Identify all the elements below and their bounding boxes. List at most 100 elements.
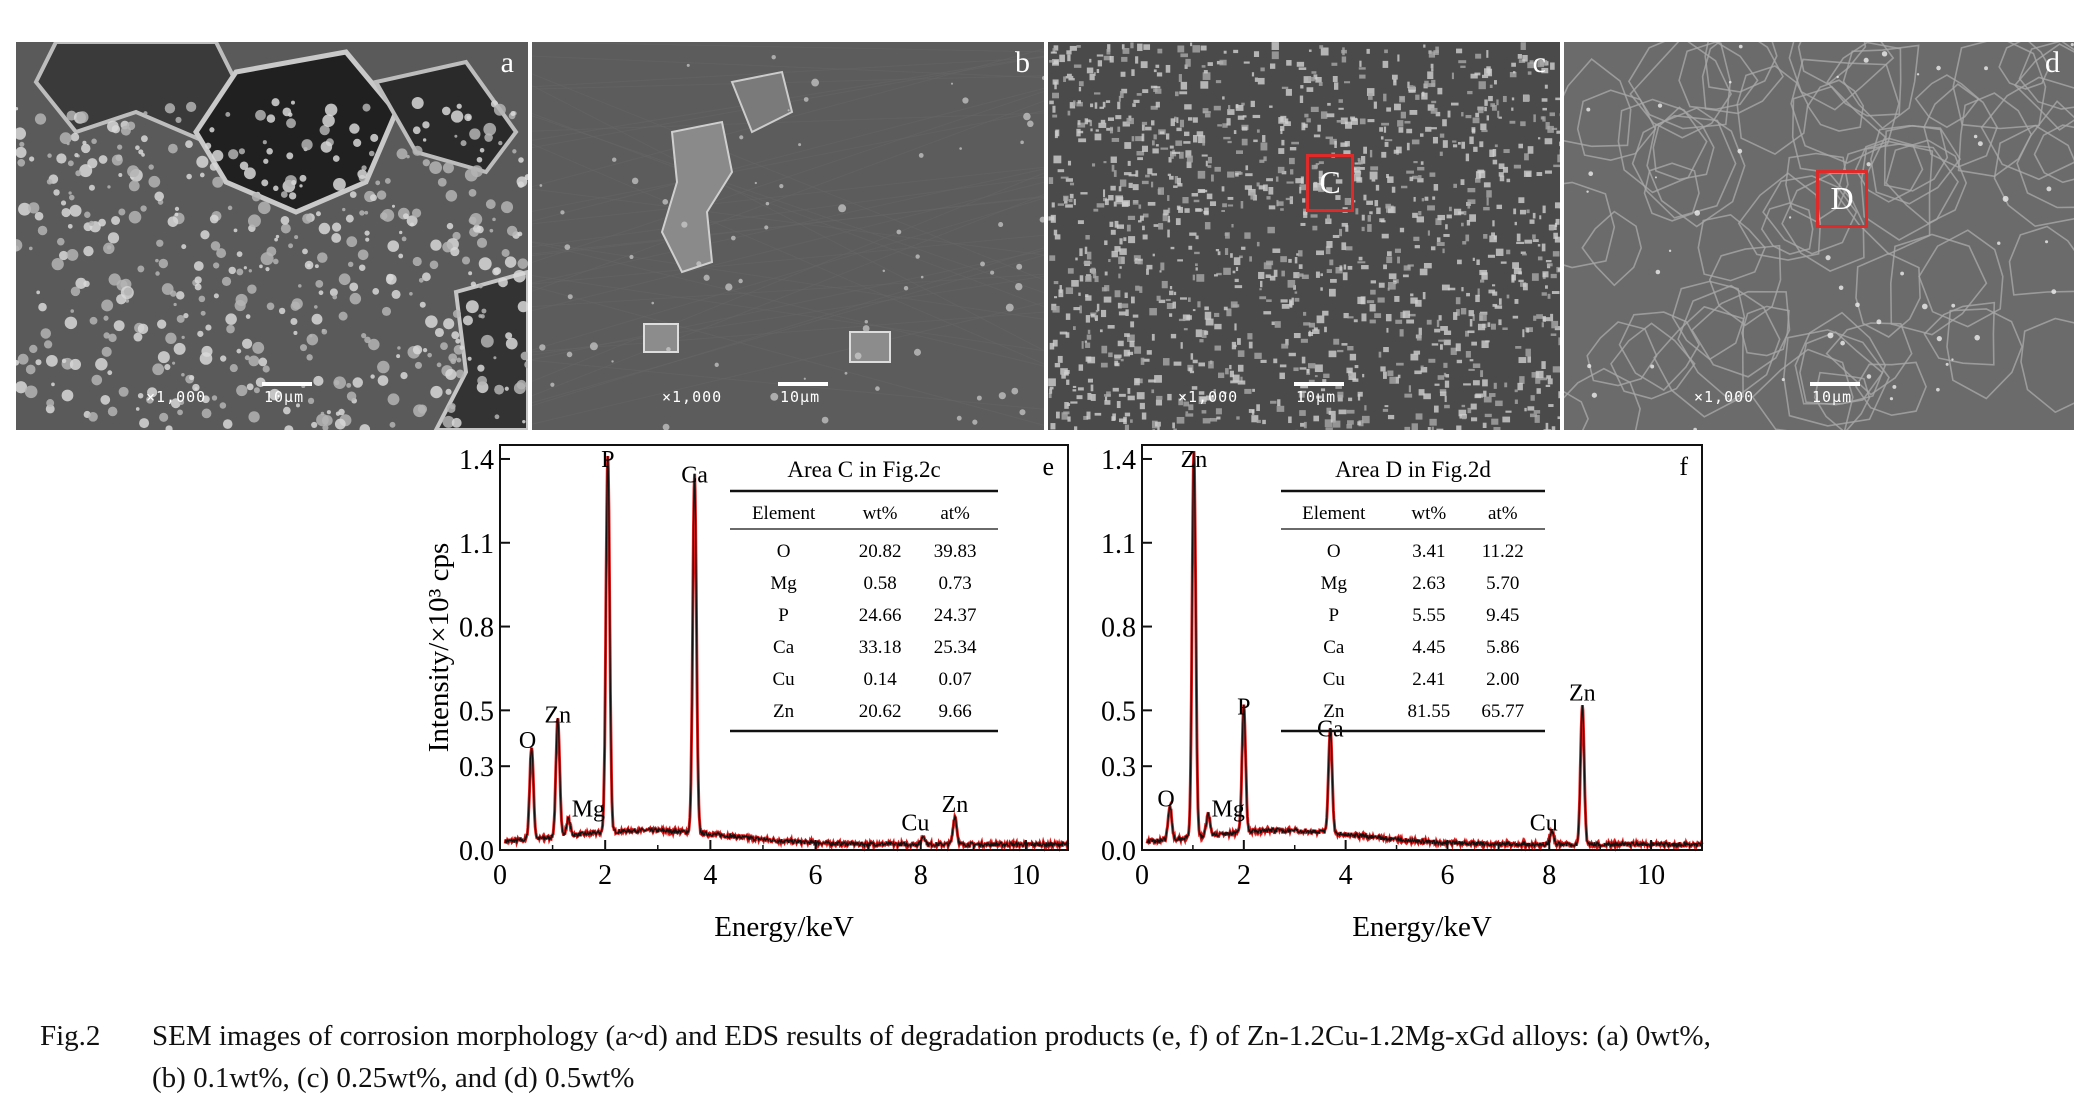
x-tick-label: 4 [703,860,717,891]
y-tick-label: 0.8 [459,613,494,644]
table-cell: Cu [1323,669,1346,690]
area-d-marker: D [1816,170,1868,228]
table-cell: 65.77 [1481,701,1524,722]
peak-label: Mg [572,796,605,822]
table-cell: 3.41 [1412,541,1445,562]
table-cell: 39.83 [934,541,977,562]
table-cell: 2.63 [1412,573,1445,594]
table-cell: 0.07 [938,669,971,690]
table-header: at% [940,503,970,524]
panel-letter-b: b [1015,46,1030,79]
table-cell: 24.37 [934,605,977,626]
figure-label: Fig.2 [40,1020,101,1052]
x-tick-label: 0 [1135,860,1149,891]
y-tick-label: 0.5 [459,696,494,727]
y-tick-label: 0.3 [459,752,494,783]
panel-letter: f [1679,452,1688,481]
peak-label: Cu [901,810,929,836]
y-tick-label: 0.0 [459,836,494,867]
table-cell: 2.41 [1412,669,1445,690]
table-header: wt% [1411,503,1446,524]
peak-label: Zn [1181,447,1208,473]
scale-bar-label: 10μm [1296,388,1337,406]
x-tick-label: 4 [1339,860,1353,891]
scale-bar-label: 10μm [264,388,305,406]
x-tick-label: 6 [1440,860,1454,891]
panel-letter-c: c [1532,46,1546,79]
magnification-label: ×1,000 [1694,388,1755,406]
y-tick-label: 1.4 [1101,445,1136,476]
sem-image-d: d ×1,000 10μm D [1564,42,2074,430]
table-cell: Ca [1323,637,1345,658]
table-cell: 4.45 [1412,637,1445,658]
spectrum-line [504,455,1069,849]
caption-line-2: (b) 0.1wt%, (c) 0.25wt%, and (d) 0.5wt% [152,1062,635,1094]
scale-bar-label: 10μm [1812,388,1853,406]
table-cell: 25.34 [934,637,977,658]
peak-label: P [1237,694,1250,720]
y-tick-label: 1.4 [459,445,494,476]
eds-chart-e-svg: 0 2 4 6 8 10 0.0 0.3 0.5 0.8 1.1 1.4 Energy/keV Inten… [423,444,1070,943]
magnification-label: ×1,000 [1178,388,1239,406]
peak-label: Mg [1212,796,1245,822]
x-tick-label: 0 [493,860,507,891]
x-tick-label: 2 [1237,860,1251,891]
scale-bar [778,382,828,386]
table-cell: 9.66 [938,701,971,722]
sem-image-a: a ×1,000 10μm [16,42,528,430]
y-tick-label: 0.8 [1101,613,1136,644]
table-cell: Ca [773,637,795,658]
table-cell: 5.86 [1486,637,1519,658]
table-cell: 20.82 [859,541,902,562]
x-tick-label: 6 [809,860,823,891]
table-cell: 20.62 [859,701,902,722]
table-cell: Mg [770,573,797,594]
table-cell: 5.70 [1486,573,1519,594]
x-axis-label: Energy/keV [714,911,854,943]
x-tick-label: 8 [914,860,928,891]
table-title: Area C in Fig.2c [787,457,940,482]
x-tick-label: 2 [598,860,612,891]
panel-letter-a: a [500,46,514,79]
scale-bar [1294,382,1344,386]
figure-caption: Fig.2 SEM images of corrosion morphology … [40,1015,2060,1099]
peak-label: Ca [681,462,708,488]
table-cell: 5.55 [1412,605,1445,626]
area-c-marker: C [1306,154,1354,212]
plot-frame [1141,444,1703,851]
scale-bar [1810,382,1860,386]
spectrum-line [1146,450,1703,849]
table-cell: 0.73 [938,573,971,594]
table-cell: O [1327,541,1341,562]
y-tick-label: 0.0 [1101,836,1136,867]
table-cell: Zn [1323,701,1345,722]
scale-bar-label: 10μm [780,388,821,406]
table-cell: Cu [773,669,796,690]
sem-image-b: b ×1,000 10μm [532,42,1044,430]
table-cell: O [777,541,791,562]
peak-label: O [519,728,536,754]
table-cell: 9.45 [1486,605,1519,626]
sem-image-c: c ×1,000 10μm C [1048,42,1560,430]
panel-letter: e [1042,452,1054,481]
table-cell: Zn [773,701,795,722]
x-tick-label: 10 [1012,860,1040,891]
table-cell: Mg [1321,573,1348,594]
y-tick-label: 1.1 [1101,529,1136,560]
table-cell: 2.00 [1486,669,1519,690]
x-tick-label: 10 [1637,860,1665,891]
y-tick-label: 0.5 [1101,696,1136,727]
peak-label: P [601,447,614,473]
plot-frame [499,444,1069,851]
scale-bar [262,382,312,386]
eds-chart-f-svg: 0 2 4 6 8 10 0.0 0.3 0.5 0.8 1.1 1.4 Energy/keV f O Zn M… [1101,444,1704,943]
table-cell: 0.58 [863,573,896,594]
peak-label: Zn [1569,680,1596,706]
peak-label: Cu [1530,810,1558,836]
table-cell: 24.66 [859,605,902,626]
x-tick-label: 8 [1542,860,1556,891]
table-header: wt% [863,503,898,524]
eds-chart-f: 0 2 4 6 8 10 0.0 0.3 0.5 0.8 1.1 1.4 Energy/keV f O Zn M… [1075,440,1715,950]
sem-image-row: a ×1,000 10μm b ×1,000 10μm c ×1,000 10μ… [16,42,2074,430]
magnification-label: ×1,000 [146,388,207,406]
